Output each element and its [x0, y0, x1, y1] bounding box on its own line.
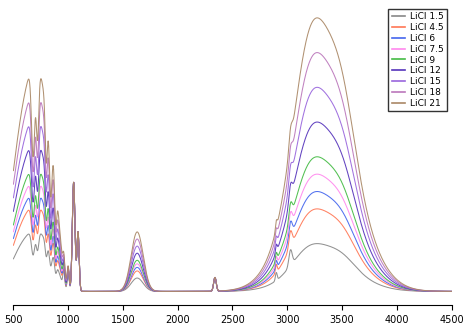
Legend: LiCl 1.5, LiCl 4.5, LiCl 6, LiCl 7.5, LiCl 9, LiCl 12, LiCl 15, LiCl 18, LiCl 21: LiCl 1.5, LiCl 4.5, LiCl 6, LiCl 7.5, Li…: [388, 9, 447, 111]
